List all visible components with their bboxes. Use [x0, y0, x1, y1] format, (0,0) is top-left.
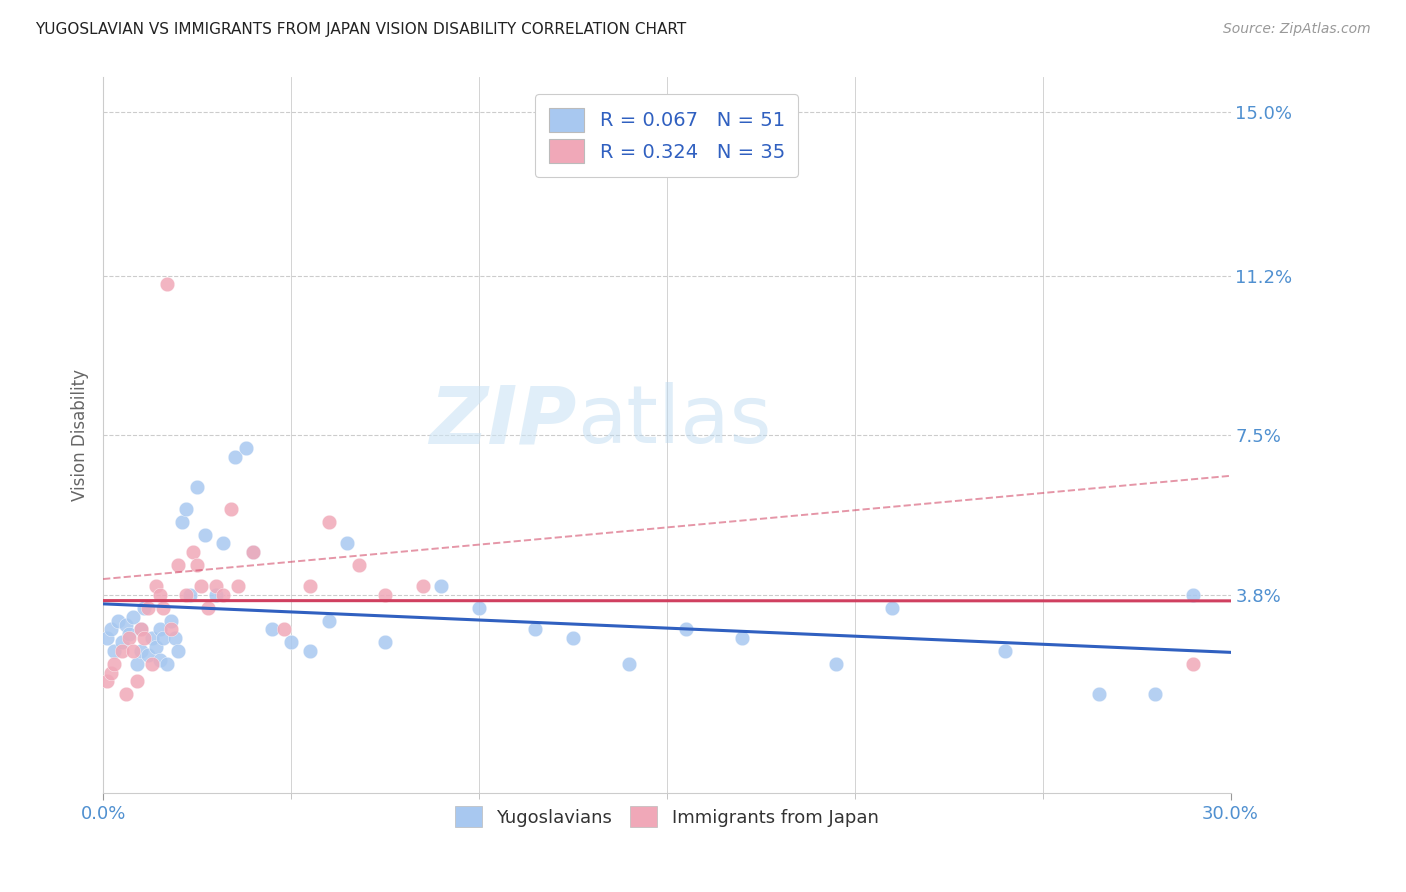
- Point: [129, 623, 152, 637]
- Point: [524, 623, 547, 637]
- Point: [242, 545, 264, 559]
- Point: [190, 579, 212, 593]
- Point: [186, 558, 208, 572]
- Point: [167, 558, 190, 572]
- Point: [336, 536, 359, 550]
- Point: [224, 450, 246, 464]
- Point: [118, 627, 141, 641]
- Point: [159, 623, 181, 637]
- Point: [100, 623, 122, 637]
- Point: [194, 527, 217, 541]
- Point: [141, 657, 163, 671]
- Point: [1144, 687, 1167, 701]
- Point: [148, 623, 170, 637]
- Point: [114, 687, 136, 701]
- Point: [156, 277, 179, 292]
- Point: [103, 644, 125, 658]
- Point: [882, 601, 904, 615]
- Legend: Yugoslavians, Immigrants from Japan: Yugoslavians, Immigrants from Japan: [447, 799, 886, 834]
- Point: [318, 515, 340, 529]
- Point: [163, 631, 186, 645]
- Point: [148, 653, 170, 667]
- Point: [152, 631, 174, 645]
- Point: [731, 631, 754, 645]
- Point: [186, 480, 208, 494]
- Point: [122, 644, 145, 658]
- Point: [96, 631, 118, 645]
- Point: [197, 601, 219, 615]
- Point: [136, 601, 159, 615]
- Point: [235, 442, 257, 456]
- Point: [219, 501, 242, 516]
- Point: [103, 657, 125, 671]
- Point: [111, 635, 134, 649]
- Point: [561, 631, 583, 645]
- Point: [107, 614, 129, 628]
- Point: [145, 640, 167, 654]
- Point: [174, 588, 197, 602]
- Text: ZIP: ZIP: [429, 382, 576, 460]
- Text: atlas: atlas: [576, 382, 770, 460]
- Point: [205, 588, 228, 602]
- Point: [318, 614, 340, 628]
- Point: [825, 657, 848, 671]
- Point: [205, 579, 228, 593]
- Point: [125, 657, 148, 671]
- Y-axis label: Vision Disability: Vision Disability: [72, 369, 89, 501]
- Point: [1088, 687, 1111, 701]
- Point: [118, 631, 141, 645]
- Point: [994, 644, 1017, 658]
- Point: [152, 601, 174, 615]
- Point: [114, 618, 136, 632]
- Point: [179, 588, 201, 602]
- Point: [122, 609, 145, 624]
- Point: [134, 631, 156, 645]
- Point: [298, 579, 321, 593]
- Point: [1182, 588, 1205, 602]
- Point: [347, 558, 370, 572]
- Text: Source: ZipAtlas.com: Source: ZipAtlas.com: [1223, 22, 1371, 37]
- Point: [148, 588, 170, 602]
- Point: [675, 623, 697, 637]
- Point: [134, 601, 156, 615]
- Point: [159, 614, 181, 628]
- Point: [129, 644, 152, 658]
- Point: [174, 501, 197, 516]
- Point: [298, 644, 321, 658]
- Text: YUGOSLAVIAN VS IMMIGRANTS FROM JAPAN VISION DISABILITY CORRELATION CHART: YUGOSLAVIAN VS IMMIGRANTS FROM JAPAN VIS…: [35, 22, 686, 37]
- Point: [1182, 657, 1205, 671]
- Point: [145, 579, 167, 593]
- Point: [468, 601, 491, 615]
- Point: [170, 515, 193, 529]
- Point: [212, 536, 235, 550]
- Point: [242, 545, 264, 559]
- Point: [212, 588, 235, 602]
- Point: [280, 635, 302, 649]
- Point: [273, 623, 295, 637]
- Point: [167, 644, 190, 658]
- Point: [374, 635, 396, 649]
- Point: [141, 631, 163, 645]
- Point: [129, 623, 152, 637]
- Point: [412, 579, 434, 593]
- Point: [262, 623, 284, 637]
- Point: [111, 644, 134, 658]
- Point: [619, 657, 641, 671]
- Point: [96, 674, 118, 689]
- Point: [156, 657, 179, 671]
- Point: [136, 648, 159, 663]
- Point: [125, 674, 148, 689]
- Point: [374, 588, 396, 602]
- Point: [228, 579, 250, 593]
- Point: [100, 665, 122, 680]
- Point: [183, 545, 205, 559]
- Point: [430, 579, 453, 593]
